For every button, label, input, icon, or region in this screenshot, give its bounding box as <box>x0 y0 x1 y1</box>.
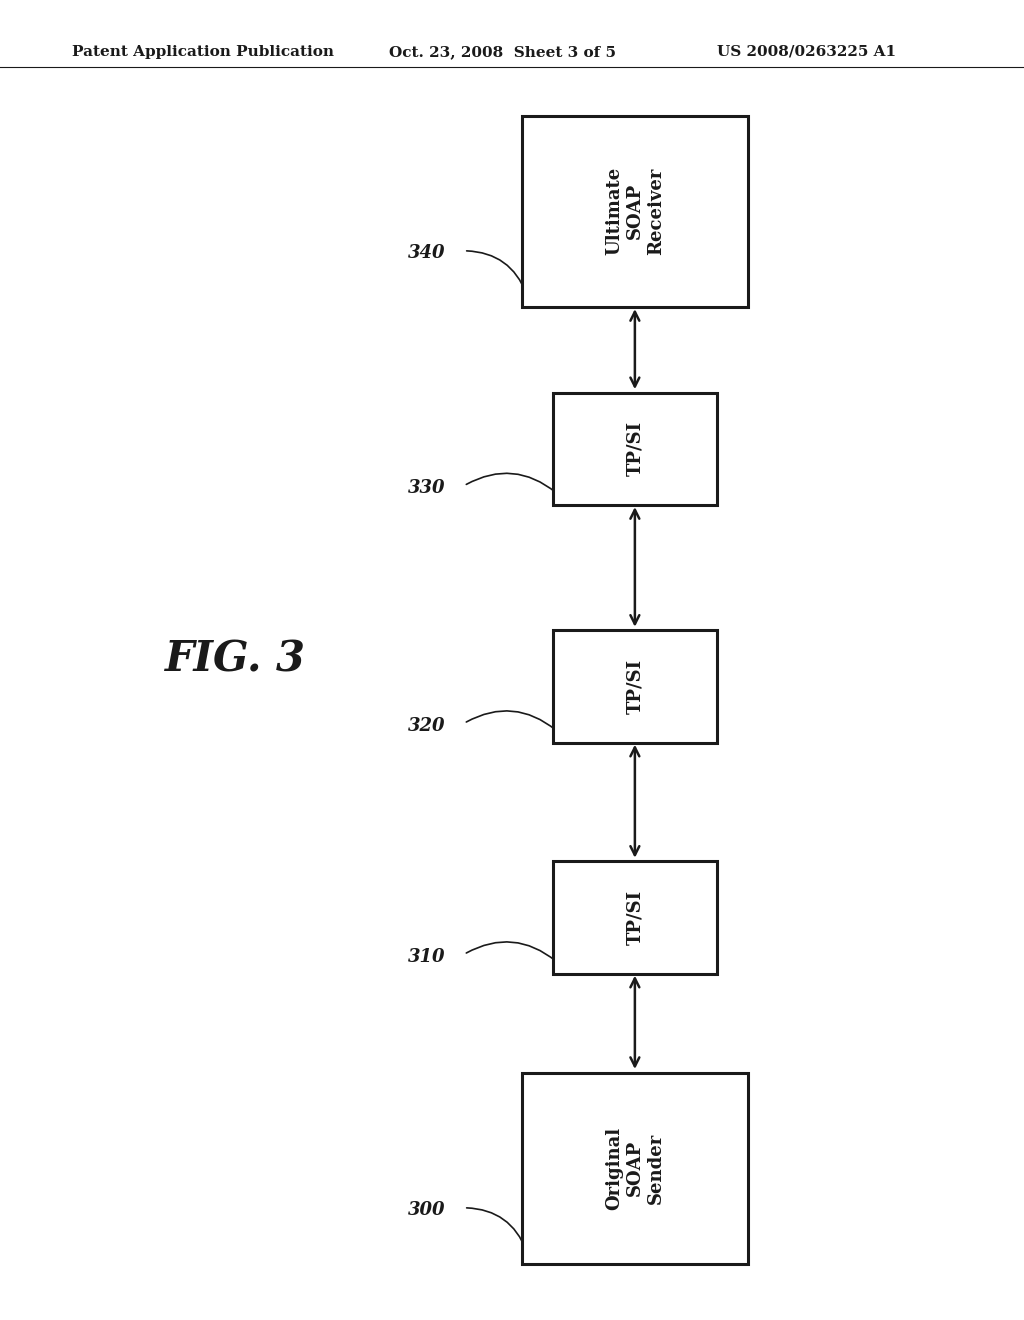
Text: Patent Application Publication: Patent Application Publication <box>72 45 334 59</box>
Text: Original
SOAP
Sender: Original SOAP Sender <box>605 1127 665 1209</box>
Text: US 2008/0263225 A1: US 2008/0263225 A1 <box>717 45 896 59</box>
Text: FIG. 3: FIG. 3 <box>165 639 306 681</box>
Text: Ultimate
SOAP
Receiver: Ultimate SOAP Receiver <box>605 168 665 255</box>
Text: 340: 340 <box>408 244 445 263</box>
Text: 320: 320 <box>408 717 445 735</box>
Bar <box>553 631 717 742</box>
Bar <box>522 1072 748 1265</box>
Bar <box>553 861 717 974</box>
Text: TP/SI: TP/SI <box>626 890 644 945</box>
Text: 300: 300 <box>408 1201 445 1220</box>
Bar <box>553 393 717 504</box>
Text: TP/SI: TP/SI <box>626 421 644 477</box>
Text: Oct. 23, 2008  Sheet 3 of 5: Oct. 23, 2008 Sheet 3 of 5 <box>389 45 616 59</box>
Text: 310: 310 <box>408 948 445 966</box>
Bar <box>522 116 748 308</box>
Text: TP/SI: TP/SI <box>626 659 644 714</box>
Text: 330: 330 <box>408 479 445 498</box>
